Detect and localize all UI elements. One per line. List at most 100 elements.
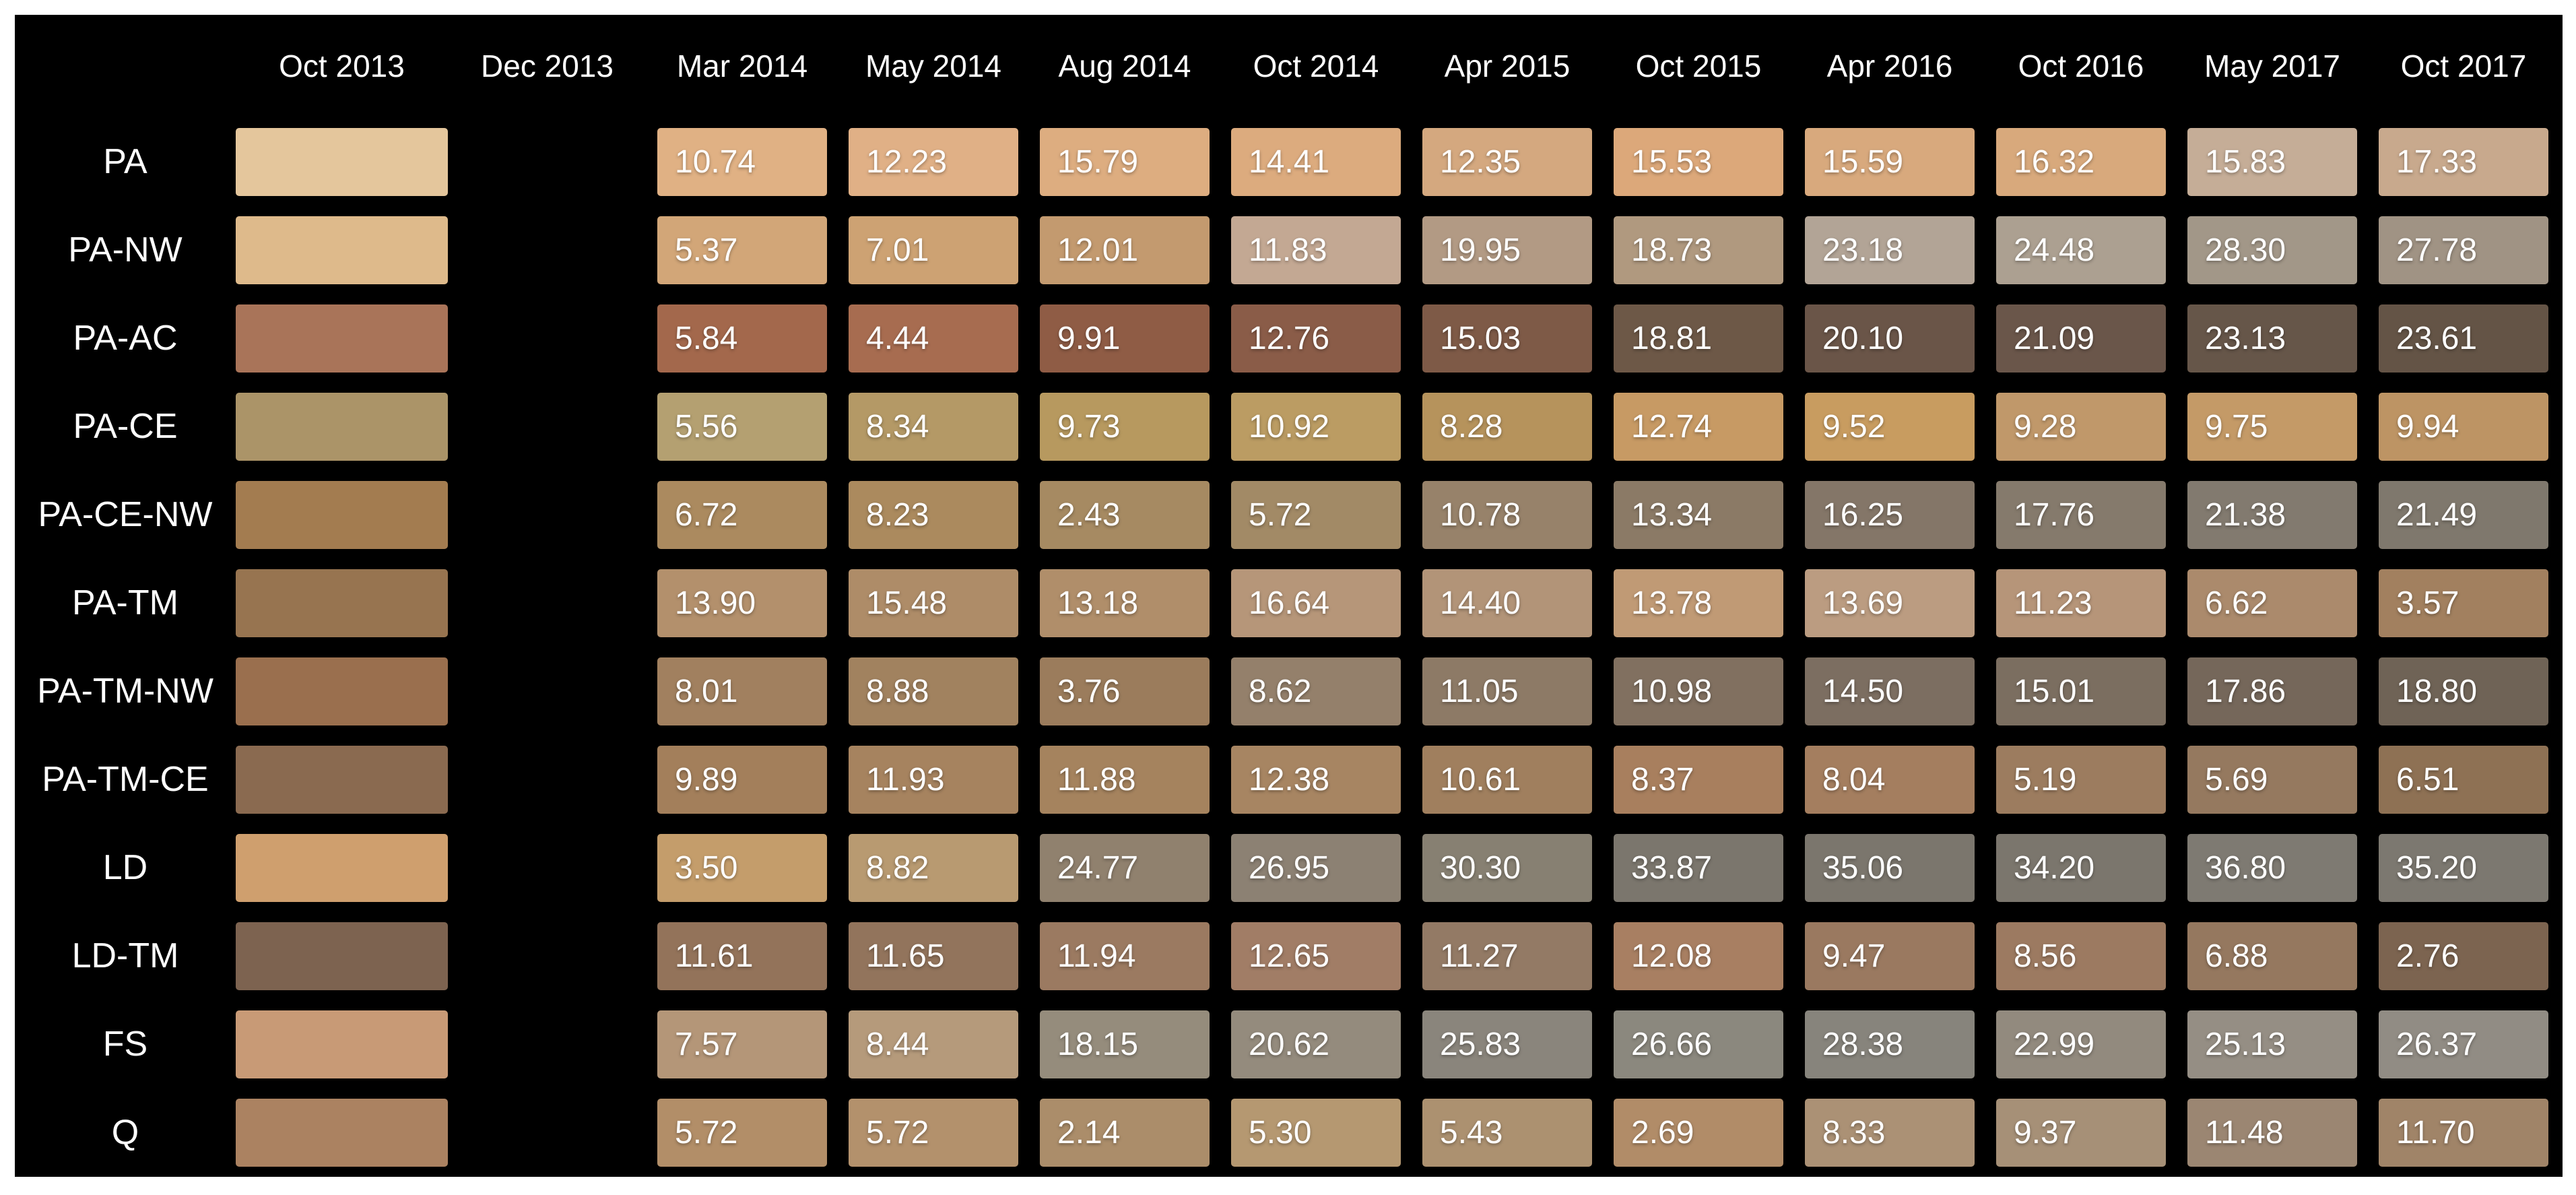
swatch-cell: 26.95 <box>1220 824 1412 912</box>
value-swatch: 14.41 <box>1231 128 1401 196</box>
value-swatch: 15.48 <box>849 569 1018 637</box>
row-label: Q <box>111 1113 139 1152</box>
value-swatch: 13.34 <box>1614 481 1783 549</box>
swatch-cell: 27.78 <box>2368 206 2559 294</box>
cell-value: 13.69 <box>1822 585 1904 621</box>
swatch-cell: 21.38 <box>2177 471 2368 559</box>
value-swatch: 35.20 <box>2379 834 2548 902</box>
cell-value: 27.78 <box>2396 232 2478 268</box>
swatch-cell: 5.72 <box>647 1089 838 1177</box>
cell-value: 23.18 <box>1822 232 1904 268</box>
value-swatch: 11.70 <box>2379 1099 2548 1167</box>
value-swatch: 13.90 <box>657 569 827 637</box>
cell-value: 26.37 <box>2396 1027 2478 1062</box>
value-swatch: 8.82 <box>849 834 1018 902</box>
swatch-cell: 17.86 <box>2177 647 2368 736</box>
cell-value: 15.48 <box>866 585 948 621</box>
cell-value: 33.87 <box>1631 850 1713 886</box>
value-swatch: 6.88 <box>2187 922 2357 990</box>
cell-value: 2.14 <box>1057 1115 1121 1151</box>
value-swatch: 12.01 <box>1040 216 1210 284</box>
swatch-cell: 12.35 <box>1412 118 1603 206</box>
cell-value: 25.13 <box>2205 1027 2286 1062</box>
column-header: Oct 2016 <box>2018 49 2144 84</box>
swatch-cell: 15.79 <box>1029 118 1220 206</box>
value-swatch: 10.98 <box>1614 657 1783 725</box>
cell-value: 12.23 <box>866 144 948 180</box>
cell-value: 5.84 <box>675 321 738 356</box>
swatch-cell: 11.61 <box>647 912 838 1000</box>
cell-value: 9.28 <box>2014 409 2077 445</box>
swatch-cell: 8.01 <box>647 647 838 736</box>
cell-value: 8.33 <box>1822 1115 1886 1151</box>
swatch-cell: 9.52 <box>1794 383 1985 471</box>
value-swatch: 5.84 <box>657 304 827 373</box>
value-swatch: 10.61 <box>1422 746 1592 814</box>
initial-color-swatch <box>236 216 448 284</box>
value-swatch: 11.94 <box>1040 922 1210 990</box>
swatch-cell: 12.01 <box>1029 206 1220 294</box>
swatch-cell: 19.95 <box>1412 206 1603 294</box>
column-header: Oct 2017 <box>2400 49 2527 84</box>
initial-swatch-cell <box>236 206 448 294</box>
column-header: Apr 2016 <box>1826 49 1953 84</box>
value-swatch: 10.78 <box>1422 481 1592 549</box>
cell-value: 6.51 <box>2396 762 2459 798</box>
cell-value: 16.25 <box>1822 497 1904 533</box>
value-swatch: 33.87 <box>1614 834 1783 902</box>
initial-color-swatch <box>236 128 448 196</box>
empty-cell <box>448 471 647 559</box>
cell-value: 17.76 <box>2014 497 2095 533</box>
cell-value: 8.34 <box>866 409 929 445</box>
value-swatch: 21.09 <box>1996 304 2166 373</box>
cell-value: 6.88 <box>2205 938 2268 974</box>
swatch-cell: 5.30 <box>1220 1089 1412 1177</box>
swatch-cell: 25.83 <box>1412 1000 1603 1089</box>
cell-value: 11.05 <box>1440 674 1519 709</box>
value-swatch: 8.62 <box>1231 657 1401 725</box>
initial-color-swatch <box>236 746 448 814</box>
initial-swatch-cell <box>236 383 448 471</box>
column-header: Oct 2014 <box>1253 49 1379 84</box>
column-header: Oct 2013 <box>279 49 405 84</box>
swatch-cell: 10.61 <box>1412 736 1603 824</box>
swatch-cell: 15.01 <box>1985 647 2177 736</box>
row-label: LD-TM <box>71 936 179 975</box>
swatch-cell: 13.69 <box>1794 559 1985 647</box>
swatch-cell: 11.70 <box>2368 1089 2559 1177</box>
color-change-table-panel: Oct 2013 Dec 2013 Mar 2014 May 2014 Aug 2014… <box>15 15 2563 1177</box>
value-swatch: 16.25 <box>1805 481 1975 549</box>
value-swatch: 11.65 <box>849 922 1018 990</box>
cell-value: 5.19 <box>2014 762 2077 798</box>
cell-value: 9.75 <box>2205 409 2268 445</box>
column-header: Apr 2015 <box>1444 49 1571 84</box>
value-swatch: 17.33 <box>2379 128 2548 196</box>
empty-cell <box>448 1000 647 1089</box>
value-swatch: 21.49 <box>2379 481 2548 549</box>
value-swatch: 9.94 <box>2379 393 2548 461</box>
cell-value: 2.69 <box>1631 1115 1694 1151</box>
cell-value: 9.94 <box>2396 409 2459 445</box>
initial-color-swatch <box>236 657 448 725</box>
cell-value: 11.65 <box>866 938 945 974</box>
value-swatch: 24.77 <box>1040 834 1210 902</box>
swatch-cell: 12.23 <box>838 118 1029 206</box>
value-swatch: 2.76 <box>2379 922 2548 990</box>
value-swatch: 8.01 <box>657 657 827 725</box>
value-swatch: 5.69 <box>2187 746 2357 814</box>
value-swatch: 35.06 <box>1805 834 1975 902</box>
swatch-cell: 5.72 <box>838 1089 1029 1177</box>
swatch-cell: 25.13 <box>2177 1000 2368 1089</box>
cell-value: 9.52 <box>1822 409 1886 445</box>
value-swatch: 15.59 <box>1805 128 1975 196</box>
swatch-cell: 8.33 <box>1794 1089 1985 1177</box>
swatch-cell: 17.76 <box>1985 471 2177 559</box>
swatch-cell: 26.66 <box>1603 1000 1794 1089</box>
value-swatch: 9.91 <box>1040 304 1210 373</box>
cell-value: 20.10 <box>1822 321 1904 356</box>
value-swatch: 12.76 <box>1231 304 1401 373</box>
swatch-cell: 18.80 <box>2368 647 2559 736</box>
value-swatch: 12.35 <box>1422 128 1592 196</box>
row-label: PA-NW <box>68 230 183 269</box>
value-swatch: 3.76 <box>1040 657 1210 725</box>
